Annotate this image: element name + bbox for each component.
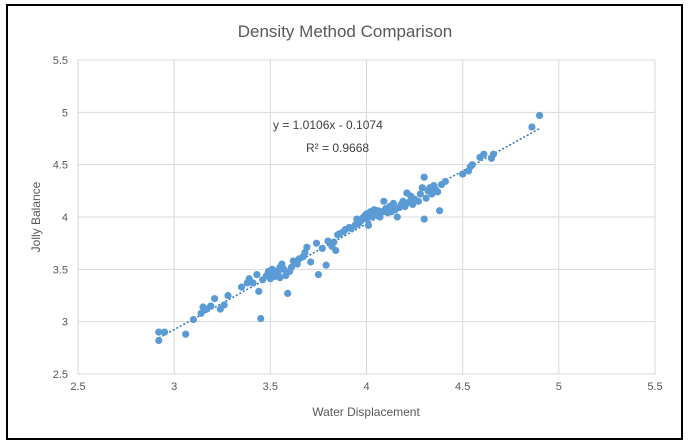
data-point [314,270,323,279]
data-point [287,263,296,271]
data-point [210,295,219,303]
data-point [393,213,401,221]
x-tick-label: 3.5 [263,381,278,393]
data-point [441,177,449,186]
y-tick-label: 2.5 [53,369,68,381]
data-point [224,291,232,300]
data-point [489,150,498,158]
data-point [418,184,426,192]
data-point [322,261,330,269]
data-point [480,150,488,158]
data-point [257,314,265,323]
data-point [253,270,261,279]
chart-title: Density Method Comparison [238,22,452,41]
y-tick-label: 3 [62,317,68,329]
data-point [307,258,315,266]
data-point [414,197,423,205]
data-point [284,289,292,298]
data-point [536,111,544,120]
data-point [459,170,467,178]
data-point [364,221,373,229]
data-point [416,190,424,198]
data-point [468,161,476,169]
data-point [318,244,326,252]
data-point [422,194,430,202]
x-tick-label: 5 [556,381,562,393]
trendline-equation: y = 1.0106x - 0.1074 [273,118,383,132]
data-point [380,197,388,205]
trendline [158,127,540,339]
data-point [324,237,332,245]
data-point [312,239,321,247]
data-point [435,207,444,215]
data-point [220,301,228,309]
data-point [160,328,169,336]
y-axis-title: Jolly Balance [29,181,43,252]
data-point [420,215,428,223]
chart-frame [6,4,683,440]
data-point [155,328,163,336]
data-point [197,309,205,317]
y-tick-label: 5 [62,107,68,119]
y-tick-label: 4 [62,212,68,224]
data-point [434,188,442,196]
y-tick-label: 3.5 [53,264,68,276]
x-tick-label: 4.5 [455,381,470,393]
data-point [255,287,263,295]
x-tick-label: 4 [363,381,369,393]
data-point [303,243,311,251]
data-point [189,315,197,324]
x-tick-label: 3 [171,381,177,393]
x-axis-title: Water Displacement [312,405,420,419]
data-point [332,246,340,255]
data-point [528,123,536,131]
data-point [249,279,257,287]
x-tick-label: 5.5 [647,381,662,393]
gridlines [77,59,656,375]
data-point [207,302,215,310]
data-point [389,199,398,207]
x-tick-label: 2.5 [70,381,85,393]
data-points [155,111,544,345]
data-point [155,336,163,345]
data-point [276,274,284,282]
data-point [280,265,288,273]
data-point [237,283,246,291]
trendline-path [158,127,540,339]
data-point [420,173,428,181]
trendline-r-squared: R² = 0.9668 [306,141,369,155]
y-tick-label: 5.5 [53,55,68,67]
data-point [182,330,190,338]
y-tick-label: 4.5 [53,160,68,172]
y-tick-labels: 2.5 3 3.5 4 4.5 5 5.5 [53,55,68,381]
data-point [330,238,338,246]
x-tick-labels: 2.5 3 3.5 4 4.5 5 5.5 [70,381,662,393]
data-point [362,215,371,223]
